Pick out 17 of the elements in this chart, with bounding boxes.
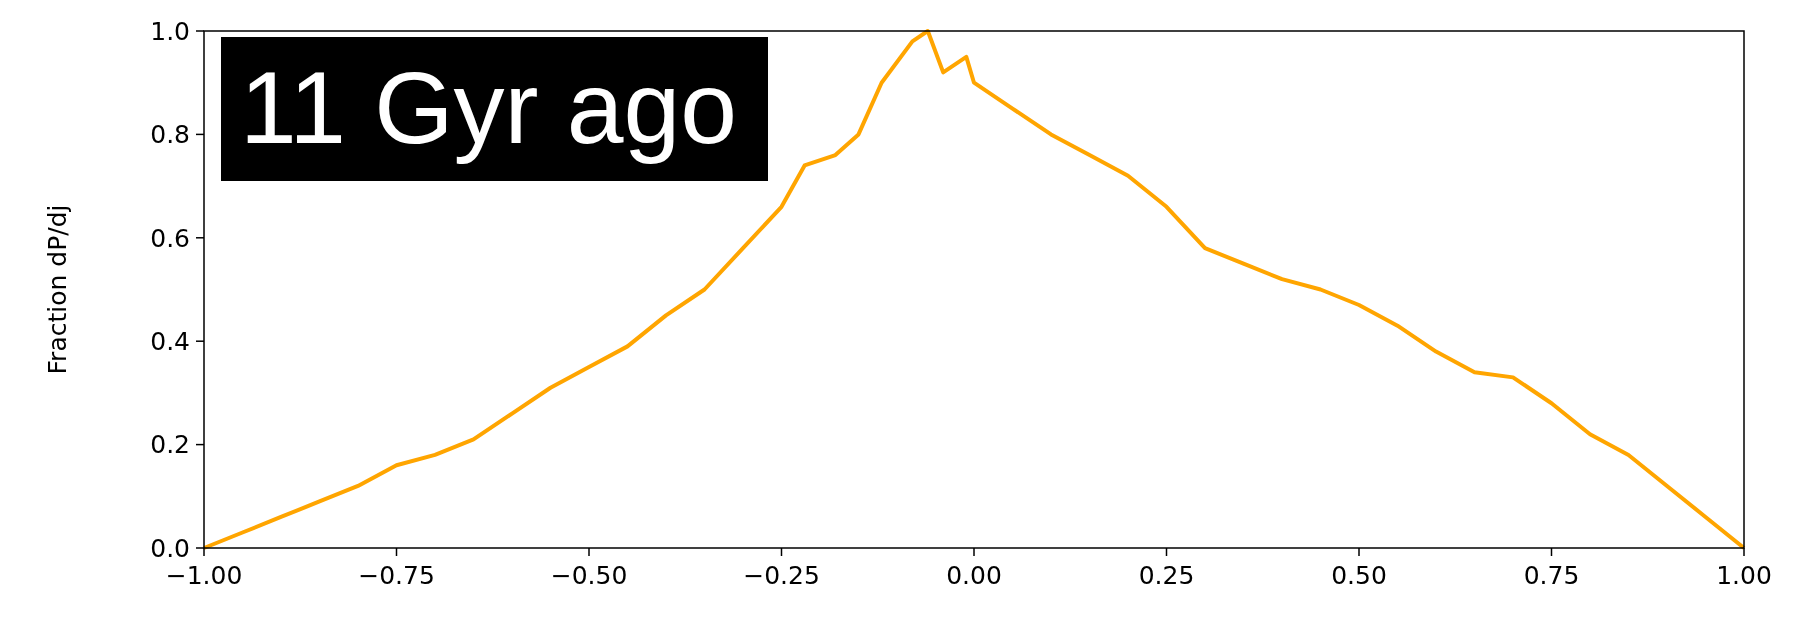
y-tick-label: 0.0: [150, 533, 190, 563]
y-tick-label: 0.2: [150, 430, 190, 460]
annotation: 11 Gyr ago: [240, 51, 738, 165]
x-tick-label: 0.75: [1523, 561, 1580, 590]
y-tick-label: 0.6: [150, 223, 190, 253]
x-tick-label: −0.25: [743, 561, 820, 590]
x-tick-label: −1.00: [165, 561, 243, 590]
x-tick-label: 0.25: [1138, 561, 1195, 590]
x-tick-label: −0.50: [550, 561, 628, 590]
x-tick-label: 0.50: [1331, 561, 1387, 590]
y-axis-title: Fraction dP/dj: [43, 204, 72, 375]
y-tick-label: 0.8: [150, 120, 190, 150]
y-tick-label: 1.0: [150, 16, 190, 46]
x-tick-label: 1.00: [1716, 561, 1772, 590]
x-tick-label: 0.00: [946, 561, 1002, 590]
y-tick-label: 0.4: [150, 326, 190, 356]
x-tick-label: −0.75: [358, 561, 435, 590]
